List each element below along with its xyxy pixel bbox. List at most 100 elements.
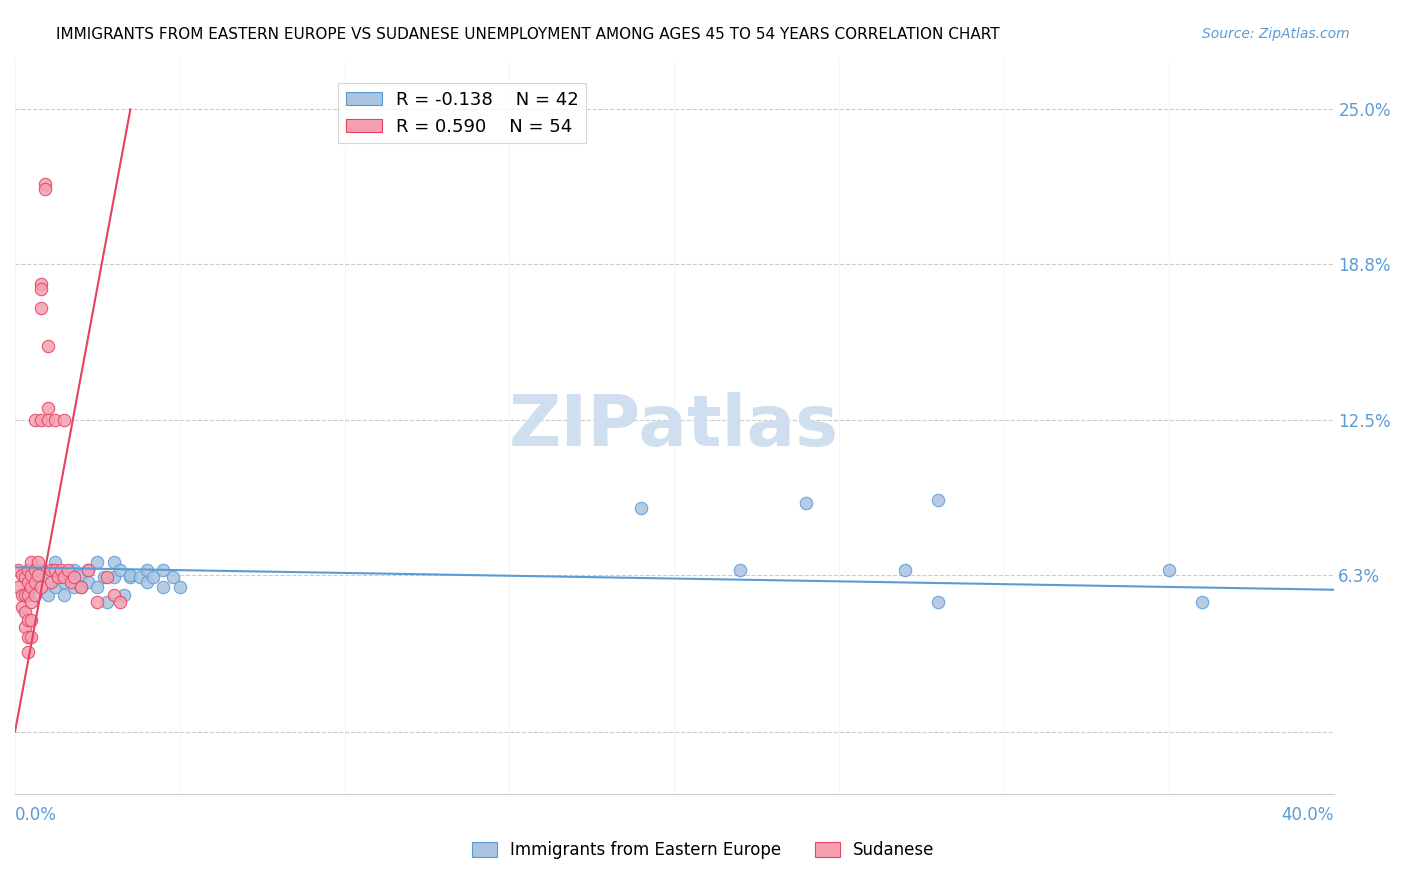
Point xyxy=(7,580,30,594)
Text: 0.0%: 0.0% xyxy=(15,806,56,824)
Text: Source: ZipAtlas.com: Source: ZipAtlas.com xyxy=(1202,27,1350,41)
Point xyxy=(20,555,42,569)
Point xyxy=(20,563,42,577)
Point xyxy=(44,555,66,569)
Point xyxy=(20,580,42,594)
Point xyxy=(142,570,165,584)
Text: ZIPatlas: ZIPatlas xyxy=(509,392,839,461)
Point xyxy=(120,570,142,584)
Point xyxy=(39,563,62,577)
Point xyxy=(162,570,184,584)
Point xyxy=(10,567,32,582)
Point xyxy=(49,563,72,577)
Point xyxy=(17,645,39,659)
Point xyxy=(60,575,83,590)
Point xyxy=(76,575,98,590)
Point xyxy=(44,413,66,427)
Point xyxy=(53,413,76,427)
Point xyxy=(27,567,49,582)
Point xyxy=(20,595,42,609)
Point xyxy=(30,282,52,296)
Point xyxy=(86,580,108,594)
Point xyxy=(24,575,46,590)
Point xyxy=(86,555,108,569)
Point xyxy=(24,588,46,602)
Point xyxy=(70,580,93,594)
Point xyxy=(46,567,69,582)
Point xyxy=(927,595,949,609)
Point xyxy=(63,563,86,577)
Point xyxy=(96,595,118,609)
Point xyxy=(30,413,52,427)
Point xyxy=(129,570,152,584)
Point xyxy=(20,580,42,594)
Point xyxy=(17,613,39,627)
Point xyxy=(53,570,76,584)
Point xyxy=(152,563,174,577)
Point xyxy=(1157,563,1180,577)
Point xyxy=(112,588,135,602)
Point xyxy=(63,570,86,584)
Point xyxy=(37,401,59,415)
Point xyxy=(37,570,59,584)
Point xyxy=(44,580,66,594)
Point xyxy=(794,495,817,509)
Point xyxy=(46,570,69,584)
Point xyxy=(70,567,93,582)
Point xyxy=(30,563,52,577)
Point xyxy=(34,182,56,196)
Point xyxy=(14,620,37,634)
Point xyxy=(30,580,52,594)
Point xyxy=(93,570,115,584)
Point xyxy=(34,177,56,191)
Point xyxy=(110,563,132,577)
Point xyxy=(17,588,39,602)
Point xyxy=(37,588,59,602)
Point xyxy=(14,605,37,619)
Point xyxy=(24,413,46,427)
Text: 40.0%: 40.0% xyxy=(1281,806,1333,824)
Point xyxy=(96,570,118,584)
Point xyxy=(120,567,142,582)
Point xyxy=(17,575,39,590)
Point xyxy=(30,277,52,291)
Point xyxy=(39,575,62,590)
Point xyxy=(17,563,39,577)
Point xyxy=(44,563,66,577)
Point xyxy=(86,595,108,609)
Point xyxy=(10,588,32,602)
Point xyxy=(76,563,98,577)
Point xyxy=(135,563,157,577)
Point xyxy=(53,575,76,590)
Text: IMMIGRANTS FROM EASTERN EUROPE VS SUDANESE UNEMPLOYMENT AMONG AGES 45 TO 54 YEAR: IMMIGRANTS FROM EASTERN EUROPE VS SUDANE… xyxy=(56,27,1000,42)
Point xyxy=(894,563,917,577)
Point xyxy=(24,563,46,577)
Point xyxy=(37,413,59,427)
Point xyxy=(152,580,174,594)
Point xyxy=(53,588,76,602)
Point xyxy=(135,575,157,590)
Point xyxy=(927,493,949,508)
Legend: R = -0.138    N = 42, R = 0.590    N = 54: R = -0.138 N = 42, R = 0.590 N = 54 xyxy=(339,83,586,143)
Point xyxy=(20,613,42,627)
Point xyxy=(728,563,751,577)
Point xyxy=(110,595,132,609)
Point xyxy=(56,563,79,577)
Point xyxy=(103,555,125,569)
Point xyxy=(7,563,30,577)
Point xyxy=(169,580,191,594)
Point xyxy=(103,570,125,584)
Point xyxy=(30,301,52,316)
Point xyxy=(630,500,652,515)
Point xyxy=(14,588,37,602)
Point xyxy=(1191,595,1213,609)
Point xyxy=(27,555,49,569)
Point xyxy=(76,563,98,577)
Point xyxy=(37,339,59,353)
Point xyxy=(103,588,125,602)
Point xyxy=(70,580,93,594)
Legend: Immigrants from Eastern Europe, Sudanese: Immigrants from Eastern Europe, Sudanese xyxy=(465,835,941,866)
Point xyxy=(63,580,86,594)
Point xyxy=(14,570,37,584)
Point xyxy=(17,630,39,644)
